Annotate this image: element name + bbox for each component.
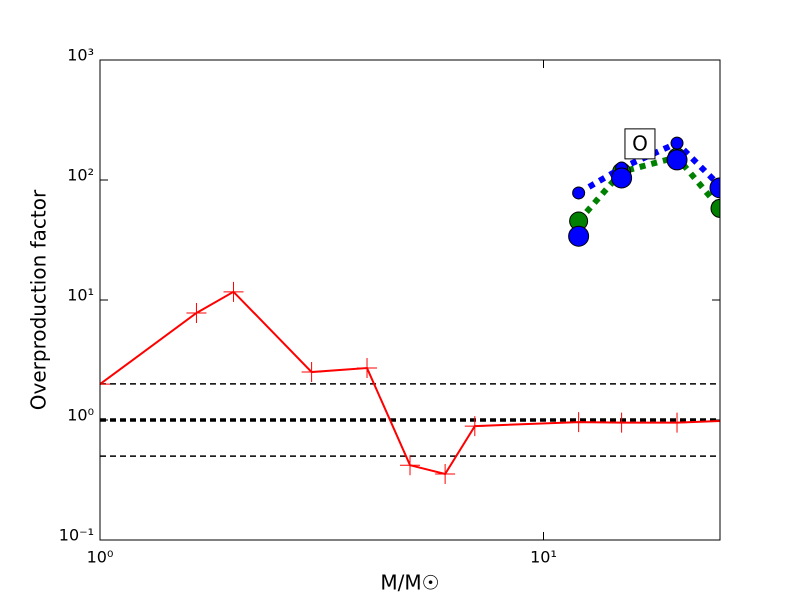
marker [568, 225, 590, 247]
marker [710, 198, 720, 218]
y-tick-label: 10¹ [67, 286, 94, 305]
series-line [576, 153, 720, 224]
y-tick-label: 10² [67, 166, 94, 185]
marker [568, 412, 589, 433]
marker [710, 411, 720, 432]
marker [223, 281, 244, 302]
marker [670, 136, 684, 150]
x-tick-label: 10¹ [530, 548, 557, 567]
y-axis-label: Overproduction factor [27, 189, 51, 410]
annotation-box [624, 128, 656, 160]
annotation: O [632, 131, 648, 155]
marker [667, 412, 688, 433]
marker [611, 412, 632, 433]
series-line [577, 139, 720, 196]
x-axis-label: M/M☉ [380, 571, 439, 595]
y-tick-label: 10⁻¹ [59, 526, 94, 545]
marker [357, 358, 378, 379]
marker [464, 416, 485, 437]
marker [666, 149, 688, 171]
marker [611, 167, 633, 189]
marker [435, 463, 456, 484]
marker [572, 186, 586, 200]
marker [301, 362, 322, 383]
marker [186, 302, 207, 323]
y-tick-label: 10⁰ [67, 406, 94, 425]
y-tick-label: 10³ [67, 46, 94, 65]
marker [709, 177, 720, 199]
marker [400, 455, 420, 476]
marker [100, 374, 110, 395]
plot-frame [99, 59, 721, 541]
x-tick-label: 10⁰ [87, 548, 114, 567]
plot-area [100, 136, 720, 484]
